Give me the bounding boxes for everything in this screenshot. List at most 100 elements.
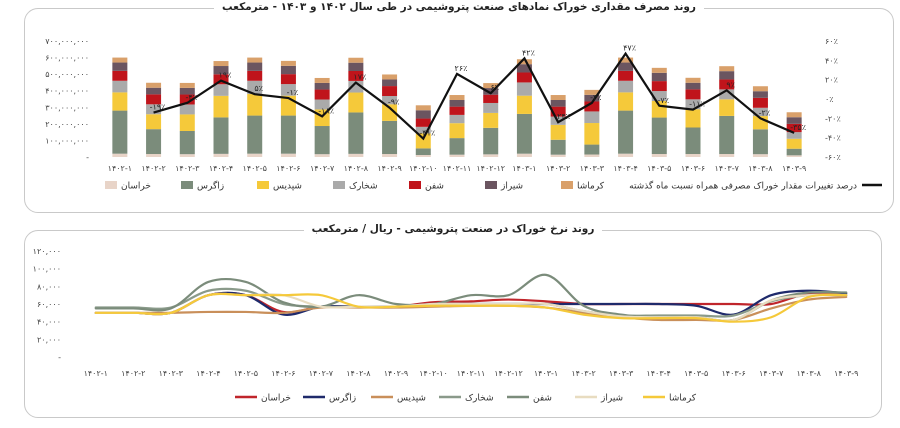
bar-segment <box>247 153 263 157</box>
bar-segment <box>483 88 499 95</box>
y-tick-label: ۸۰,۰۰۰ <box>37 282 61 291</box>
y2-tick-label: -۴۰٪ <box>825 134 841 143</box>
legend-label: شپدیس <box>273 182 302 192</box>
y-tick-label: ۲۰,۰۰۰ <box>37 335 61 344</box>
bar-segment <box>382 79 398 87</box>
pct-data-label: ۲۶٪ <box>455 64 468 73</box>
legend-label: کرماشا <box>577 182 605 192</box>
x-tick-label: ۱۴۰۲-۱ <box>108 164 132 173</box>
bar-segment <box>348 153 364 157</box>
rate-series-line <box>94 292 848 322</box>
x-tick-label: ۱۴۰۲-۴ <box>196 369 220 378</box>
bar-segment <box>382 96 398 105</box>
bar-segment <box>213 95 229 118</box>
y2-tick-label: ۲۰٪ <box>825 76 838 85</box>
legend-label: شفن <box>425 182 444 192</box>
legend-swatch <box>485 181 497 189</box>
bar-segment <box>752 107 768 117</box>
bar-segment <box>415 126 431 134</box>
x-tick-label: ۱۴۰۲-۶ <box>271 369 295 378</box>
bar-segment <box>348 112 364 154</box>
bar-segment <box>719 71 735 80</box>
x-tick-label: ۱۴۰۳-۷ <box>715 164 740 173</box>
y-tick-label: ۱۰۰,۰۰۰ <box>33 265 61 274</box>
bar-segment <box>752 129 768 155</box>
bar-segment <box>584 154 600 157</box>
bar-segment <box>483 83 499 89</box>
y2-tick-label: ۰٪ <box>825 95 834 104</box>
x-tick-label: ۱۴۰۲-۱۱ <box>457 369 486 378</box>
bar-segment <box>719 99 735 116</box>
bar-segment <box>314 99 330 110</box>
y-tick-label: ۲۰۰,۰۰۰,۰۰۰ <box>45 120 89 129</box>
y2-tick-label: ۴۰٪ <box>825 56 838 65</box>
bar-segment <box>213 74 229 85</box>
bar-segment <box>584 94 600 102</box>
bar-segment <box>213 117 229 154</box>
bar-segment <box>516 59 532 65</box>
bar-segment <box>415 118 431 127</box>
legend-swatch <box>257 181 269 189</box>
bar-segment <box>112 153 128 157</box>
x-tick-label: ۱۴۰۲-۱ <box>84 369 108 378</box>
x-tick-label: ۱۴۰۳-۲ <box>571 369 595 378</box>
bar-segment <box>550 139 566 155</box>
y-tick-label: ۵۰۰,۰۰۰,۰۰۰ <box>45 70 89 79</box>
x-tick-label: ۱۴۰۲-۲ <box>121 369 145 378</box>
pct-data-label: ۵٪ <box>254 84 263 93</box>
bar-segment <box>382 74 398 80</box>
bar-segment <box>247 115 263 154</box>
bar-segment <box>348 92 364 113</box>
bar-segment <box>651 67 667 73</box>
bar-segment <box>618 62 634 71</box>
pct-data-label: ۶٪ <box>490 83 499 92</box>
bar-segment <box>483 94 499 103</box>
bar-segment <box>179 104 195 115</box>
x-tick-label: ۱۴۰۳-۹ <box>834 369 858 378</box>
x-tick-label: ۱۴۰۲-۴ <box>209 164 233 173</box>
bar-segment <box>719 66 735 72</box>
consumption-chart-svg: ۷۰۰,۰۰۰,۰۰۰ ۶۰۰,۰۰۰,۰۰۰ ۵۰۰,۰۰۰,۰۰۰ ۴۰۰,۰۰۰… <box>45 37 882 192</box>
legend-label: زاگرس <box>329 392 356 404</box>
bar-segment <box>280 74 296 85</box>
x-tick-label: ۱۴۰۳-۳ <box>580 164 605 173</box>
pct-data-label: ۱۹٪ <box>219 71 232 80</box>
bar-segment <box>483 127 499 155</box>
legend-label: شیراز <box>600 394 623 404</box>
bar-segment <box>516 72 532 83</box>
bar-segment <box>651 154 667 157</box>
pct-change-line <box>153 51 795 141</box>
x-tick-label: ۱۴۰۲-۱۰ <box>419 369 448 378</box>
x-tick-label: ۱۴۰۳-۵ <box>684 369 708 378</box>
x-tick-label: ۱۴۰۳-۶ <box>721 369 745 378</box>
bar-segment <box>618 92 634 111</box>
bar-segment <box>280 65 296 75</box>
bar-segment <box>247 70 263 81</box>
bar-segment <box>550 124 566 140</box>
bar-segment <box>314 89 330 100</box>
bar-segment <box>584 123 600 145</box>
bar-segment <box>112 92 128 111</box>
x-tick-label: ۱۴۰۲-۳ <box>159 369 184 378</box>
legend-label: شپدیس <box>397 394 426 404</box>
x-tick-label: ۱۴۰۳-۶ <box>681 164 705 173</box>
bar-segment <box>348 70 364 81</box>
bar-segment <box>179 130 195 155</box>
x-tick-label: ۱۴۰۳-۴ <box>646 369 670 378</box>
y2-tick-label: -۲۰٪ <box>825 114 841 123</box>
bar-segment <box>786 155 802 157</box>
bar-segment <box>449 95 465 100</box>
bar-segment <box>685 77 701 83</box>
bar-segment <box>146 104 162 115</box>
bar-segment <box>146 87 162 95</box>
bar-segment <box>247 80 263 95</box>
y-tick-label: ۶۰۰,۰۰۰,۰۰۰ <box>45 54 89 63</box>
bar-segment <box>146 114 162 130</box>
bar-segment <box>247 62 263 71</box>
legend-label: شفن <box>533 394 552 404</box>
x-tick-label: ۱۴۰۳-۱ <box>534 369 558 378</box>
pct-data-label: -۷٪ <box>658 96 669 105</box>
bar-segment <box>483 102 499 113</box>
bar-segment <box>651 81 667 92</box>
pct-data-label: ۴۲٪ <box>522 48 535 57</box>
